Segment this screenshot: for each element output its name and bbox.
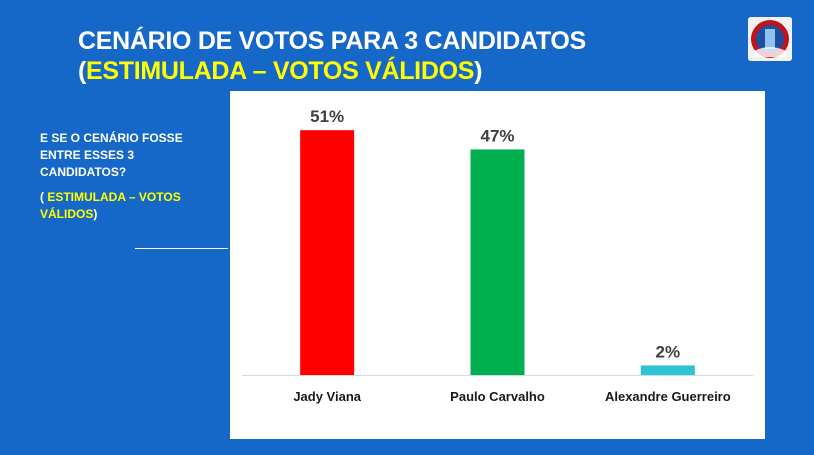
sidebar-open-paren: (: [40, 190, 48, 204]
title-line-2: (ESTIMULADA – VOTOS VÁLIDOS): [78, 56, 678, 86]
category-label-1: Jady Viana: [293, 389, 361, 404]
data-label-3: 2%: [656, 342, 681, 361]
sidebar-text: E SE O CENÁRIO FOSSE ENTRE ESSES 3 CANDI…: [40, 130, 220, 223]
data-label-2: 47%: [480, 126, 514, 145]
divider-line: [135, 248, 228, 249]
chart-panel: 51% Jady Viana 47% Paulo Carvalho 2% Alexandr…: [230, 91, 765, 439]
chart-title: CENÁRIO DE VOTOS PARA 3 CANDIDATOS (ESTI…: [78, 26, 678, 86]
bar-2: [470, 149, 525, 375]
title-line-1: CENÁRIO DE VOTOS PARA 3 CANDIDATOS: [78, 27, 586, 55]
logo-graphic: [748, 17, 792, 61]
sidebar-close-paren: ): [93, 207, 98, 221]
bar-chart: 51% Jady Viana 47% Paulo Carvalho 2% Alexandr…: [242, 107, 753, 404]
brand-logo-icon: [748, 17, 792, 61]
sidebar-highlight: ESTIMULADA – VOTOS VÁLIDOS: [40, 190, 181, 221]
data-label-1: 51%: [310, 107, 344, 126]
sidebar-question: E SE O CENÁRIO FOSSE ENTRE ESSES 3 CANDI…: [40, 131, 183, 179]
title-highlight: ESTIMULADA – VOTOS VÁLIDOS: [86, 57, 475, 85]
title-close-paren: ): [474, 57, 483, 85]
bar-1: [300, 130, 355, 375]
sidebar-subtitle: ( ESTIMULADA – VOTOS VÁLIDOS): [40, 189, 220, 223]
bar-3: [640, 365, 695, 375]
category-label-3: Alexandre Guerreiro: [605, 389, 731, 404]
category-label-2: Paulo Carvalho: [450, 389, 545, 404]
title-open-paren: (: [78, 57, 87, 85]
